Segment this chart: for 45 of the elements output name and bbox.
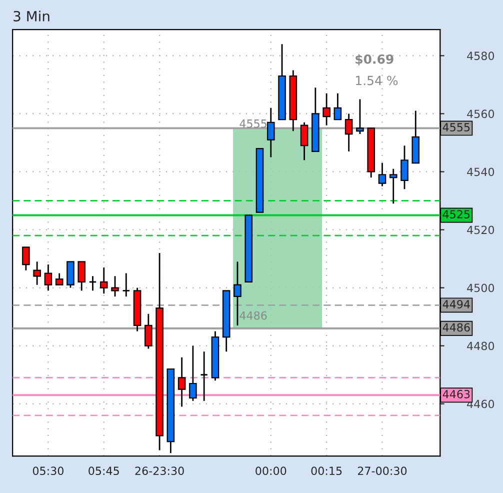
annotation: 1.54 % bbox=[356, 76, 398, 86]
y-tick-label: 4520 bbox=[467, 226, 494, 234]
ref-line-label: 4555 bbox=[442, 123, 470, 132]
candlestick bbox=[300, 122, 308, 161]
candlestick bbox=[178, 356, 186, 408]
y-tick-label: 4500 bbox=[467, 284, 494, 292]
candlestick bbox=[234, 260, 242, 326]
candlestick bbox=[200, 350, 208, 402]
annotation: $0.69 bbox=[356, 54, 394, 66]
candlestick bbox=[44, 264, 52, 292]
candlestick bbox=[78, 260, 86, 292]
candlestick bbox=[266, 107, 275, 158]
candlestick bbox=[322, 92, 330, 126]
y-tick-label: 4540 bbox=[467, 168, 494, 176]
candlestick bbox=[334, 92, 342, 120]
chart-title: 3 Min bbox=[14, 10, 50, 22]
candlestick bbox=[55, 272, 64, 286]
x-tick-label: 00:00 bbox=[256, 466, 286, 476]
ref-line-label: 4494 bbox=[442, 300, 470, 308]
ref-line-label: 4525 bbox=[442, 210, 470, 218]
annotation: 4555 bbox=[240, 120, 266, 128]
candlestick bbox=[378, 162, 386, 187]
candlestick bbox=[389, 168, 398, 204]
y-tick-label: 4580 bbox=[467, 52, 494, 60]
annotation: 4486 bbox=[240, 311, 267, 320]
candlestick bbox=[100, 266, 108, 294]
ref-line-label: 4486 bbox=[442, 323, 470, 332]
candlestick bbox=[22, 246, 30, 272]
candlestick bbox=[33, 260, 41, 286]
candlestick bbox=[189, 345, 197, 402]
x-tick-label: 27-00:30 bbox=[358, 466, 407, 476]
candlestick bbox=[144, 313, 152, 350]
x-tick-label: 26-23:30 bbox=[135, 466, 184, 476]
candlestick bbox=[111, 275, 119, 298]
ref-line-label: 4463 bbox=[442, 390, 470, 398]
candlestick bbox=[400, 144, 408, 190]
x-tick-label: 00:15 bbox=[311, 466, 342, 476]
y-tick-label: 4480 bbox=[467, 342, 494, 350]
candlestick bbox=[66, 260, 74, 288]
candlestick bbox=[356, 98, 364, 135]
candlestick bbox=[344, 113, 353, 152]
candlestick bbox=[122, 272, 130, 298]
x-tick-label: 05:30 bbox=[32, 466, 64, 476]
y-tick-label: 4560 bbox=[467, 110, 494, 118]
x-tick-label: 05:45 bbox=[88, 466, 119, 476]
